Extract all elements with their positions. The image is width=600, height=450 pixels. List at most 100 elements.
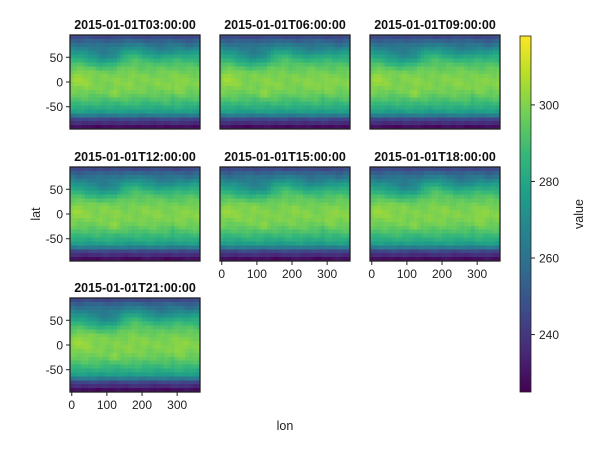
heatmap-cell [135, 46, 139, 52]
heatmap-cell [406, 170, 411, 176]
heatmap-cell [402, 229, 407, 234]
heatmap-cell [295, 202, 300, 207]
heatmap-cell [295, 66, 300, 71]
heatmap-cell [102, 97, 107, 102]
heatmap-cell [185, 50, 190, 55]
heatmap-cell [84, 109, 89, 114]
heatmap-cell [192, 50, 197, 55]
heatmap-cell [485, 121, 490, 126]
heatmap-cell [384, 58, 389, 63]
heatmap-cell [106, 206, 111, 211]
heatmap-cell [321, 214, 326, 219]
heatmap-cell [481, 85, 486, 91]
heatmap-cell [234, 125, 239, 130]
heatmap-cell [398, 233, 403, 238]
heatmap-cell [424, 225, 429, 231]
heatmap-cell [192, 174, 197, 180]
heatmap-cell [227, 85, 232, 91]
heatmap-cell [160, 221, 165, 227]
heatmap-cell [220, 217, 224, 223]
heatmap-cell [248, 202, 253, 207]
heatmap-cell [442, 210, 447, 215]
heatmap-cell [227, 182, 232, 187]
heatmap-cell [95, 190, 100, 195]
heatmap-cell [248, 101, 253, 106]
heatmap-cell [453, 50, 458, 55]
heatmap-cell [252, 214, 257, 219]
heatmap-cell [463, 109, 468, 114]
heatmap-cell [248, 50, 253, 55]
heatmap-cell [306, 125, 311, 130]
heatmap-cell [124, 70, 129, 75]
heatmap-cell [145, 186, 150, 191]
heatmap-cell [259, 186, 264, 191]
heatmap-cell [424, 178, 429, 184]
heatmap-cell [299, 245, 304, 250]
heatmap-cell [95, 237, 100, 242]
heatmap-cell [95, 58, 100, 63]
heatmap-cell [248, 233, 253, 238]
heatmap-cell [149, 109, 154, 114]
heatmap-cell [274, 174, 279, 180]
heatmap-cell [124, 82, 129, 87]
heatmap-cell [106, 186, 111, 191]
heatmap-cell [431, 214, 436, 219]
heatmap-cell [116, 54, 121, 59]
heatmap-cell [431, 202, 436, 207]
heatmap-cell [438, 202, 443, 207]
heatmap-cell [263, 167, 268, 172]
heatmap-cell [238, 225, 243, 231]
heatmap-cell [124, 225, 129, 231]
heatmap-cell [317, 46, 322, 52]
heatmap-cell [420, 74, 425, 79]
heatmap-cell [124, 101, 129, 106]
heatmap-cell [252, 233, 257, 238]
heatmap-cell [335, 245, 340, 250]
heatmap-cell [442, 241, 447, 246]
heatmap-cell [145, 167, 150, 172]
heatmap-cell [342, 113, 347, 118]
heatmap-cell [463, 182, 468, 187]
heatmap-cell [227, 214, 232, 219]
heatmap-cell [277, 225, 282, 231]
heatmap-cell [91, 117, 96, 122]
heatmap-cell [463, 62, 468, 67]
heatmap-cell [73, 249, 78, 254]
heatmap-cell [460, 35, 465, 40]
heatmap-cell [120, 105, 125, 110]
heatmap-cell [449, 125, 454, 130]
heatmap-cell [131, 50, 136, 55]
heatmap-cell [171, 78, 176, 83]
heatmap-cell [185, 178, 190, 184]
heatmap-cell [380, 117, 385, 122]
heatmap-cell [241, 38, 246, 44]
heatmap-cell [270, 93, 275, 99]
heatmap-cell [292, 210, 297, 215]
heatmap-cell [427, 214, 432, 219]
heatmap-cell [388, 89, 393, 95]
heatmap-cell [373, 38, 378, 44]
heatmap-cell [435, 66, 439, 71]
heatmap-cell [185, 198, 190, 203]
heatmap-cell [328, 50, 333, 55]
heatmap-cell [174, 257, 179, 262]
heatmap-cell [431, 245, 436, 250]
heatmap-cell [317, 233, 322, 238]
heatmap-cell [77, 58, 82, 63]
heatmap-cell [313, 121, 318, 126]
heatmap-cell [303, 35, 308, 40]
heatmap-cell [324, 217, 329, 223]
heatmap-cell [435, 101, 439, 106]
heatmap-cell [380, 70, 385, 75]
heatmap-cell [456, 38, 461, 44]
heatmap-cell [478, 85, 483, 91]
heatmap-cell [445, 70, 450, 75]
heatmap-cell [102, 182, 107, 187]
heatmap-cell [178, 190, 183, 195]
heatmap-cell [73, 54, 78, 59]
heatmap-cell [77, 70, 82, 75]
heatmap-cell [163, 97, 168, 102]
heatmap-cell [142, 210, 147, 215]
heatmap-cell [102, 66, 107, 71]
heatmap-cell [299, 54, 304, 59]
